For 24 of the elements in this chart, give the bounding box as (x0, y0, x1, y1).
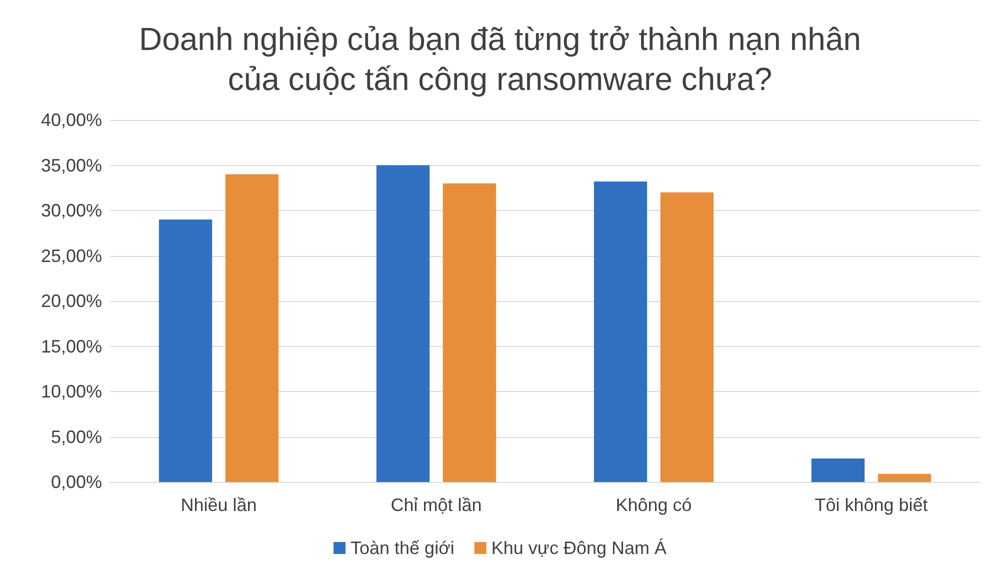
y-tick-label: 30,00% (40, 200, 102, 220)
bar (225, 174, 279, 482)
x-tick-label: Không có (616, 495, 692, 515)
x-tick-label: Chỉ một lần (390, 495, 482, 515)
legend-label: Khu vực Đông Nam Á (491, 538, 666, 558)
y-tick-label: 25,00% (40, 246, 102, 266)
bar (811, 458, 865, 482)
bar (442, 183, 496, 482)
bar (376, 165, 430, 482)
y-tick-label: 20,00% (40, 291, 102, 311)
y-tick-label: 0,00% (50, 472, 102, 492)
x-tick-label: Tôi không biết (814, 495, 928, 515)
bar (158, 220, 212, 482)
chart-title: Doanh nghiệp của bạn đã từng trở thành nạn nhân của cuộc tấn công ransomware chưa? (138, 21, 862, 97)
y-tick-label: 5,00% (50, 426, 102, 447)
y-tick-label: 15,00% (40, 336, 102, 356)
y-tick-label: 40,00% (40, 110, 102, 130)
x-tick-label: Nhiều lần (180, 495, 257, 515)
y-tick-label: 35,00% (40, 155, 102, 176)
legend-label: Toàn thế giới (350, 538, 454, 558)
bar (660, 192, 714, 482)
y-tick-label: 10,00% (40, 382, 102, 402)
bar (878, 474, 932, 482)
bar (594, 182, 648, 482)
